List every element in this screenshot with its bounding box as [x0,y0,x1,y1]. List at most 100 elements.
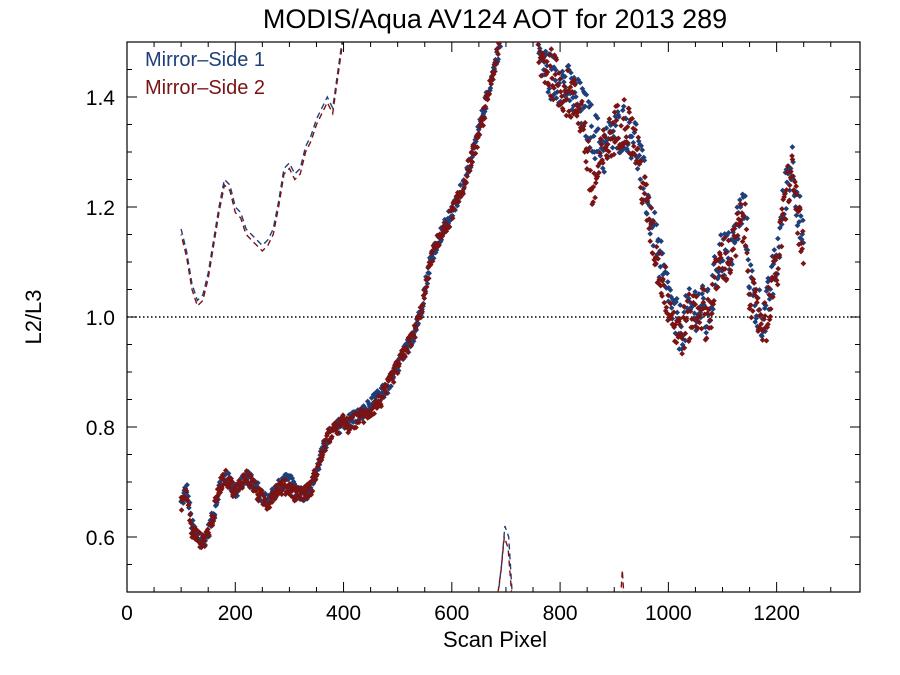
data-point [754,299,760,306]
data-point [696,319,703,326]
data-point [618,122,624,129]
data-point [741,234,748,241]
data-point [492,68,498,75]
data-point [255,497,262,504]
data-point [282,477,289,483]
data-point [561,79,567,85]
data-point [544,69,551,75]
data-point [800,217,806,224]
x-tick-label: 0 [121,602,133,625]
data-point [611,151,617,158]
data-point [266,504,273,511]
data-point [789,156,796,163]
data-point [214,496,220,503]
data-point [582,119,588,126]
y-tick-label: 1.0 [86,307,115,330]
data-point [247,482,254,488]
data-point [668,305,675,311]
data-point [793,212,800,219]
data-point [705,286,711,293]
data-point [673,295,680,302]
data-point [629,133,635,140]
data-point [721,235,728,241]
data-point [614,102,621,109]
data-point [659,293,665,299]
data-point [629,115,636,122]
data-point [793,183,800,190]
data-point [722,250,729,257]
data-point [473,138,479,145]
data-point [187,511,194,518]
data-point [686,335,693,342]
data-point [568,69,574,76]
data-point [742,242,749,249]
data-point [378,403,385,410]
data-point [604,141,611,148]
data-point [786,197,793,204]
data-point [412,334,418,341]
data-point [750,276,757,283]
data-point [553,67,559,73]
data-point [639,147,646,153]
data-point [429,248,435,255]
data-point [379,394,386,401]
data-point [758,321,765,327]
data-point [725,237,732,244]
y-axis-label: L2/L3 [21,289,46,344]
data-point [748,302,754,309]
data-point [754,295,761,302]
data-point [460,186,467,192]
data-point [613,117,620,124]
data-point [419,301,426,308]
data-point [700,295,707,302]
data-point [183,488,190,494]
data-point [756,287,763,293]
data-point [718,241,725,248]
data-point [556,70,562,76]
data-point [476,132,483,138]
data-point [615,135,622,142]
data-point [691,316,697,323]
data-point [620,103,627,110]
data-point [772,257,779,264]
data-point [314,471,320,478]
data-point [647,238,654,245]
data-point [737,197,743,203]
data-point [551,85,557,91]
data-point [800,260,807,267]
data-point [746,291,752,298]
data-point [384,382,390,389]
data-point [744,250,750,256]
data-point [388,383,394,390]
data-point [645,194,652,200]
data-point [549,75,555,82]
data-point [560,107,567,114]
data-point [566,108,572,115]
data-point [570,90,576,96]
data-point [230,493,236,500]
data-point [647,230,654,237]
data-point [481,115,488,122]
series-mirror-side-2 [178,42,807,551]
data-point [484,96,491,103]
data-point [472,150,479,157]
data-point [606,116,613,122]
x-axis-label: Scan Pixel [443,627,547,652]
data-point [616,114,622,120]
data-point [574,109,581,116]
data-point [687,308,694,315]
data-point [585,98,592,105]
data-point [563,96,570,102]
data-point [734,232,741,239]
data-point [626,109,633,116]
data-point [286,480,293,487]
data-point [778,243,785,250]
data-point [546,82,552,89]
data-point [660,276,666,282]
data-point [728,256,735,263]
data-point [554,89,561,95]
data-point [698,325,705,332]
data-point [390,371,396,378]
data-point [661,282,667,289]
